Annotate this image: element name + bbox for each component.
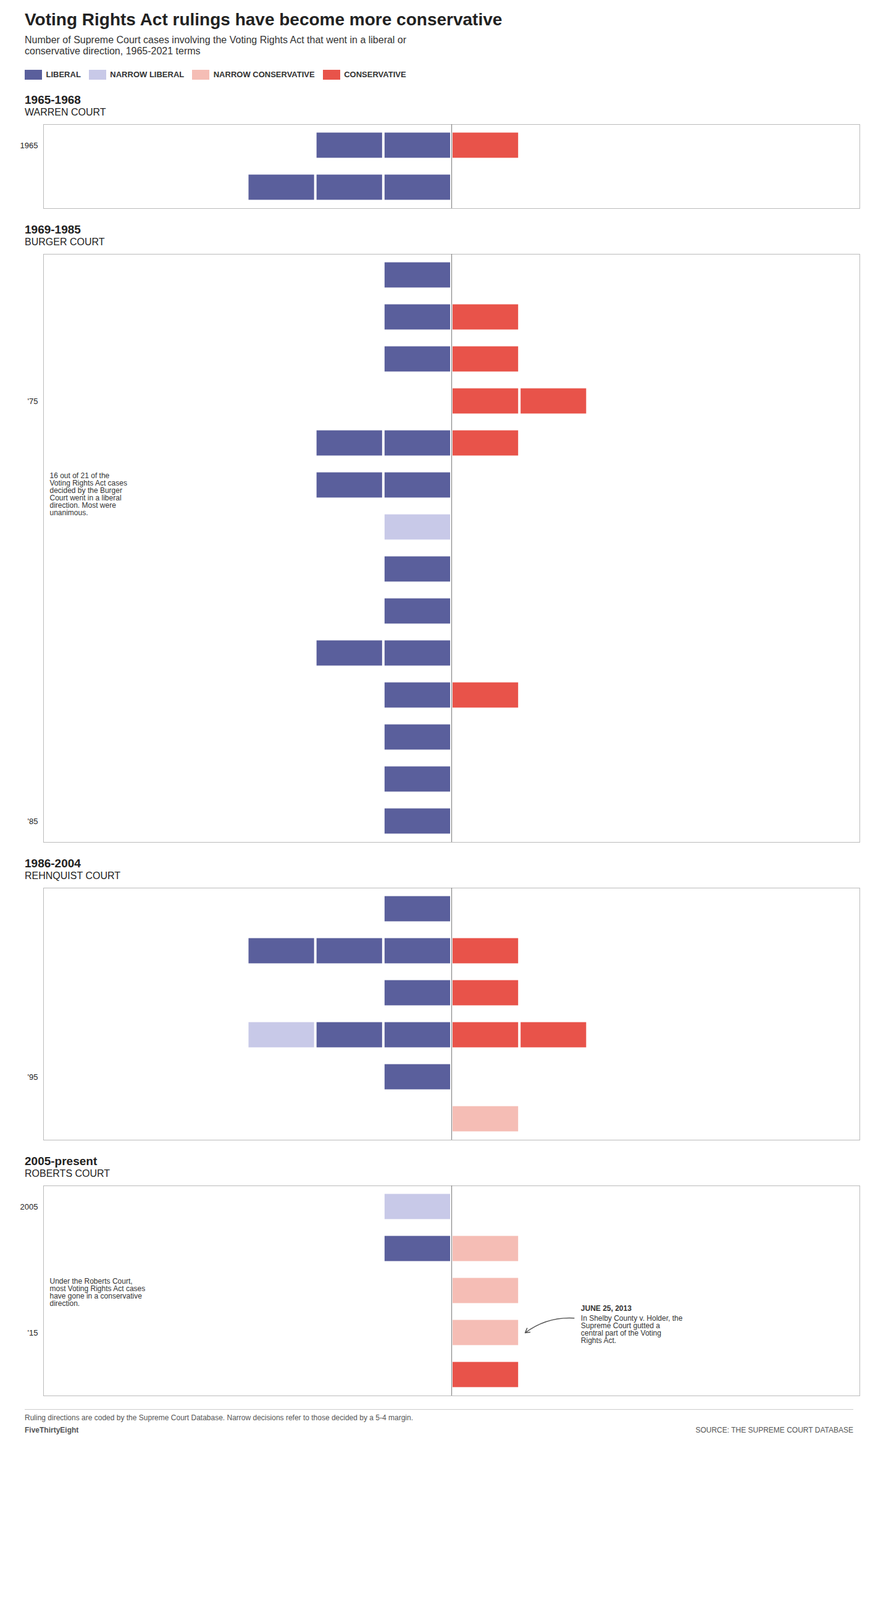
svg-text:'85: '85 [27,816,39,826]
html-text:FiveThirtyEight: FiveThirtyEight [24,1425,79,1434]
html-text:CONSERVATIVE: CONSERVATIVE [344,69,407,80]
html-text:ROBERTS COURT: ROBERTS COURT [24,1167,110,1179]
html-text:NARROW LIBERAL: NARROW LIBERAL [110,69,185,80]
html-text:WARREN COURT: WARREN COURT [24,106,106,118]
svg-text:2005: 2005 [20,1201,39,1211]
html-text:Number of Supreme Court cases: Number of Supreme Court cases involving … [24,34,407,57]
html-text:2005-present: 2005-present [24,1153,98,1167]
html-text:1986-2004: 1986-2004 [24,856,81,870]
html-text:1969-1985: 1969-1985 [24,222,81,236]
svg-text:In Shelby County v. Holder, th: In Shelby County v. Holder, theSupreme C… [581,1313,683,1345]
svg-text:JUNE 25, 2013: JUNE 25, 2013 [581,1303,632,1313]
html-text:SOURCE: THE SUPREME COURT DATA: SOURCE: THE SUPREME COURT DATABASE [695,1425,854,1434]
svg-text:16 out of 21 of theVoting Righ: 16 out of 21 of theVoting Rights Act cas… [50,471,128,517]
html-text:Ruling directions are coded by: Ruling directions are coded by the Supre… [24,1412,414,1422]
html-text:BURGER COURT: BURGER COURT [24,236,105,247]
svg-text:1965: 1965 [20,140,39,151]
html-text:LIBERAL: LIBERAL [45,69,81,80]
html-text:Voting Rights Act rulings have: Voting Rights Act rulings have become mo… [24,9,503,30]
html-text:REHNQUIST COURT: REHNQUIST COURT [24,869,121,881]
svg-text:'15: '15 [27,1327,39,1337]
html-text:1965-1968: 1965-1968 [24,93,81,107]
svg-text:'95: '95 [27,1071,39,1082]
svg-text:'75: '75 [27,396,39,406]
html-text:NARROW CONSERVATIVE: NARROW CONSERVATIVE [213,69,315,80]
svg-text:Under the Roberts Court,most V: Under the Roberts Court,most Voting Righ… [50,1276,146,1308]
